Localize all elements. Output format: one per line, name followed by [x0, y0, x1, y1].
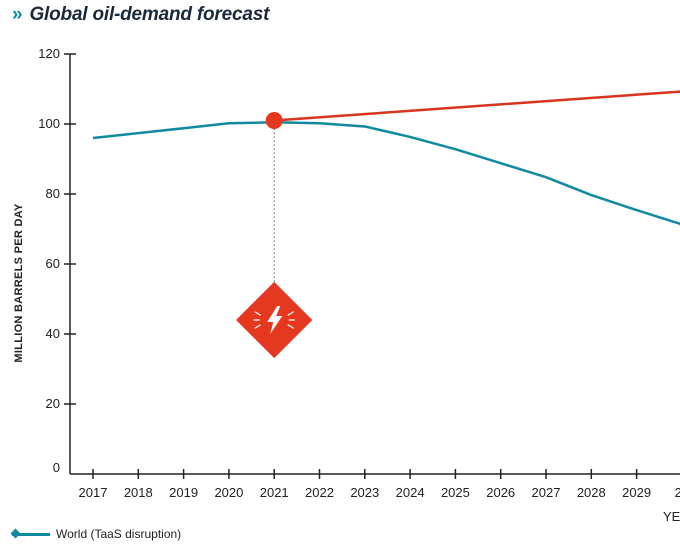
- x-tick-label-2017: 2017: [79, 485, 108, 500]
- lightning-bolt-icon: [236, 281, 313, 359]
- spark-line-2: [287, 311, 294, 316]
- y-tick-label-20: 20: [46, 396, 60, 411]
- annotations: [236, 112, 313, 359]
- y-tick-label-100: 100: [38, 116, 60, 131]
- x-tick-label-2026: 2026: [486, 485, 515, 500]
- spark-line-0: [254, 311, 261, 316]
- baseline-series-line: [274, 90, 680, 122]
- x-tick-label-2022: 2022: [305, 485, 334, 500]
- chart-title-text: Global oil-demand forecast: [29, 4, 270, 25]
- x-tick-label-2019: 2019: [169, 485, 198, 500]
- legend-label: World (TaaS disruption): [56, 527, 182, 541]
- y-tick-label-120: 120: [38, 46, 60, 61]
- y-tick-label-40: 40: [46, 326, 60, 341]
- x-tick-label-2027: 2027: [532, 485, 561, 500]
- disruption-point-dot: [265, 112, 283, 129]
- legend: World (TaaS disruption): [10, 527, 181, 541]
- x-tick-label-2020: 2020: [214, 485, 243, 500]
- x-tick-label-2021: 2021: [260, 485, 289, 500]
- x-axis-label: YE: [663, 509, 680, 524]
- series-group: [92, 90, 680, 226]
- x-axis: 2017 2018 2019 2020 2021 2022 2023 2024 2025 2026…: [70, 469, 680, 500]
- lightning-bolt-shape: [267, 306, 283, 334]
- y-axis-label: MILLION BARRELS PER DAY: [13, 203, 25, 363]
- spark-line-3: [287, 324, 294, 329]
- y-axis: 0 20 40 60 80 100 120: [38, 46, 76, 475]
- y-tick-label-80: 80: [46, 186, 60, 201]
- y-tick-label-60: 60: [46, 256, 60, 271]
- x-tick-label-2028: 2028: [577, 485, 606, 500]
- chart-title: » Global oil-demand forecast: [12, 4, 269, 26]
- disruption-series-line: [92, 121, 680, 226]
- x-tick-label-2018: 2018: [124, 485, 153, 500]
- chevron-icon: »: [12, 4, 23, 25]
- x-tick-label-2030: 20: [675, 485, 680, 500]
- legend-swatch: [10, 528, 50, 540]
- y-tick-label-0: 0: [53, 460, 60, 475]
- spark-line-1: [254, 324, 261, 329]
- x-tick-label-2025: 2025: [441, 485, 470, 500]
- x-tick-label-2029: 2029: [622, 485, 651, 500]
- x-tick-label-2024: 2024: [396, 485, 425, 500]
- x-tick-label-2023: 2023: [350, 485, 379, 500]
